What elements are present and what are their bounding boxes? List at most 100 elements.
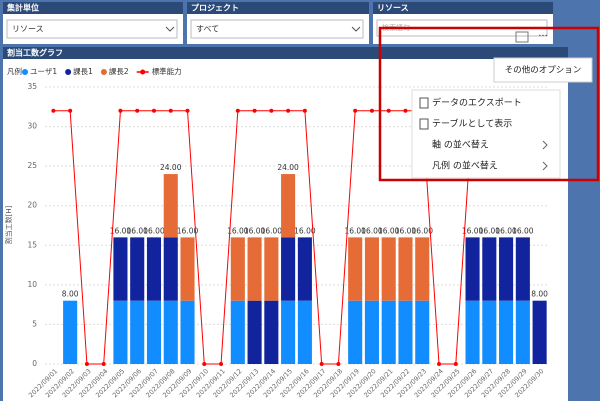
bar-segment bbox=[113, 300, 128, 364]
submenu-chevron bbox=[542, 140, 548, 150]
total-label: 24.00 bbox=[277, 163, 299, 172]
total-label: 8.00 bbox=[531, 290, 548, 299]
bar-segment bbox=[130, 237, 145, 301]
menu-item[interactable]: 凡例 の並べ替え bbox=[432, 160, 498, 172]
bar-segment bbox=[499, 237, 514, 301]
slicer[interactable]: リソース 検索語句 bbox=[373, 2, 553, 44]
slicer-title: 集計単位 bbox=[6, 3, 39, 13]
line-point bbox=[302, 108, 307, 113]
focus-icon[interactable] bbox=[515, 31, 529, 43]
bar-segment bbox=[415, 300, 430, 364]
bar-segment bbox=[482, 237, 497, 301]
line-point bbox=[319, 362, 324, 366]
bar-segment bbox=[398, 237, 413, 301]
legend-marker bbox=[100, 69, 107, 75]
line bbox=[53, 110, 540, 365]
line-point bbox=[336, 362, 341, 366]
line-point bbox=[101, 362, 106, 366]
y-tick-label: 20 bbox=[27, 201, 37, 210]
bar-segment bbox=[180, 237, 195, 301]
bar-segment bbox=[381, 300, 396, 364]
menu-item[interactable]: 軸 の並べ替え bbox=[432, 139, 489, 151]
line-point bbox=[269, 108, 274, 113]
total-label: 16.00 bbox=[361, 226, 383, 235]
total-label: 16.00 bbox=[462, 226, 484, 235]
menu-icon bbox=[419, 118, 429, 130]
legend-label: ユーザ1 bbox=[30, 67, 57, 76]
total-label: 16.00 bbox=[495, 226, 517, 235]
menu-icon bbox=[419, 97, 429, 109]
slicer[interactable]: プロジェクト すべて bbox=[187, 2, 369, 44]
bar-segment bbox=[381, 237, 396, 301]
y-tick-label: 0 bbox=[32, 359, 37, 368]
line-point bbox=[168, 108, 173, 113]
menu-item[interactable]: テーブルとして表示 bbox=[432, 118, 512, 130]
bar-segment bbox=[180, 300, 195, 364]
total-label: 16.00 bbox=[143, 226, 165, 235]
bar-segment bbox=[297, 300, 312, 364]
y-tick-label: 10 bbox=[27, 280, 37, 289]
bar-segment bbox=[482, 300, 497, 364]
line-point bbox=[219, 362, 224, 366]
line-point bbox=[403, 108, 408, 113]
dropdown[interactable] bbox=[190, 19, 364, 39]
total-label: 16.00 bbox=[479, 226, 501, 235]
total-label: 16.00 bbox=[378, 226, 400, 235]
context-menu bbox=[411, 89, 561, 179]
line-point bbox=[252, 108, 257, 113]
legend-marker bbox=[140, 69, 146, 75]
dropdown[interactable] bbox=[6, 19, 178, 39]
line-point bbox=[151, 108, 156, 113]
total-label: 8.00 bbox=[62, 290, 79, 299]
bar-segment bbox=[163, 174, 178, 238]
legend-marker bbox=[65, 69, 72, 75]
chart-header bbox=[3, 47, 568, 59]
more-options-icon[interactable]: ··· bbox=[538, 31, 548, 42]
slicer-header bbox=[3, 2, 183, 14]
y-tick-label: 35 bbox=[27, 82, 37, 91]
slicer[interactable]: 集計単位 リソース bbox=[3, 2, 183, 44]
y-tick-label: 5 bbox=[32, 319, 37, 328]
bar-segment bbox=[247, 237, 262, 301]
total-label: 16.00 bbox=[244, 226, 266, 235]
bar-segment bbox=[415, 237, 430, 301]
y-tick-label: 30 bbox=[27, 122, 37, 131]
bar-segment bbox=[163, 237, 178, 301]
y-tick-label: 15 bbox=[27, 240, 37, 249]
menu-item[interactable]: データのエクスポート bbox=[432, 97, 522, 109]
total-label: 16.00 bbox=[110, 226, 132, 235]
bar-segment bbox=[163, 300, 178, 364]
slicer-header bbox=[373, 2, 553, 14]
total-label: 16.00 bbox=[412, 226, 434, 235]
total-label: 16.00 bbox=[512, 226, 534, 235]
legend-label: 課長1 bbox=[73, 66, 93, 76]
bar-segment bbox=[515, 300, 530, 364]
chevron bbox=[165, 26, 175, 32]
y-tick-label: 25 bbox=[27, 161, 37, 170]
line-point bbox=[84, 362, 89, 366]
total-label: 16.00 bbox=[344, 226, 366, 235]
line-point bbox=[437, 362, 442, 366]
y-axis-label: 割当工数[H] bbox=[4, 205, 13, 244]
bar-segment bbox=[247, 300, 262, 364]
tooltip: その他のオプション bbox=[505, 65, 582, 76]
bar-segment bbox=[281, 237, 296, 301]
bar-segment bbox=[532, 300, 547, 364]
highlight-frame bbox=[378, 26, 600, 182]
dropdown-value: すべて bbox=[196, 25, 219, 34]
line-point bbox=[202, 362, 207, 366]
bar-segment bbox=[230, 300, 245, 364]
bar-segment bbox=[348, 237, 363, 301]
total-label: 16.00 bbox=[294, 226, 316, 235]
bar-segment bbox=[113, 237, 128, 301]
bar-segment bbox=[130, 300, 145, 364]
legend-title: 凡例 bbox=[7, 66, 22, 76]
total-label: 16.00 bbox=[395, 226, 417, 235]
bar-segment bbox=[63, 300, 78, 364]
slicer-header bbox=[187, 2, 369, 14]
chevron bbox=[351, 26, 361, 32]
bar-segment bbox=[281, 174, 296, 238]
total-label: 16.00 bbox=[126, 226, 148, 235]
chart-title: 割当工数グラフ bbox=[7, 48, 63, 58]
line-point bbox=[235, 108, 240, 113]
